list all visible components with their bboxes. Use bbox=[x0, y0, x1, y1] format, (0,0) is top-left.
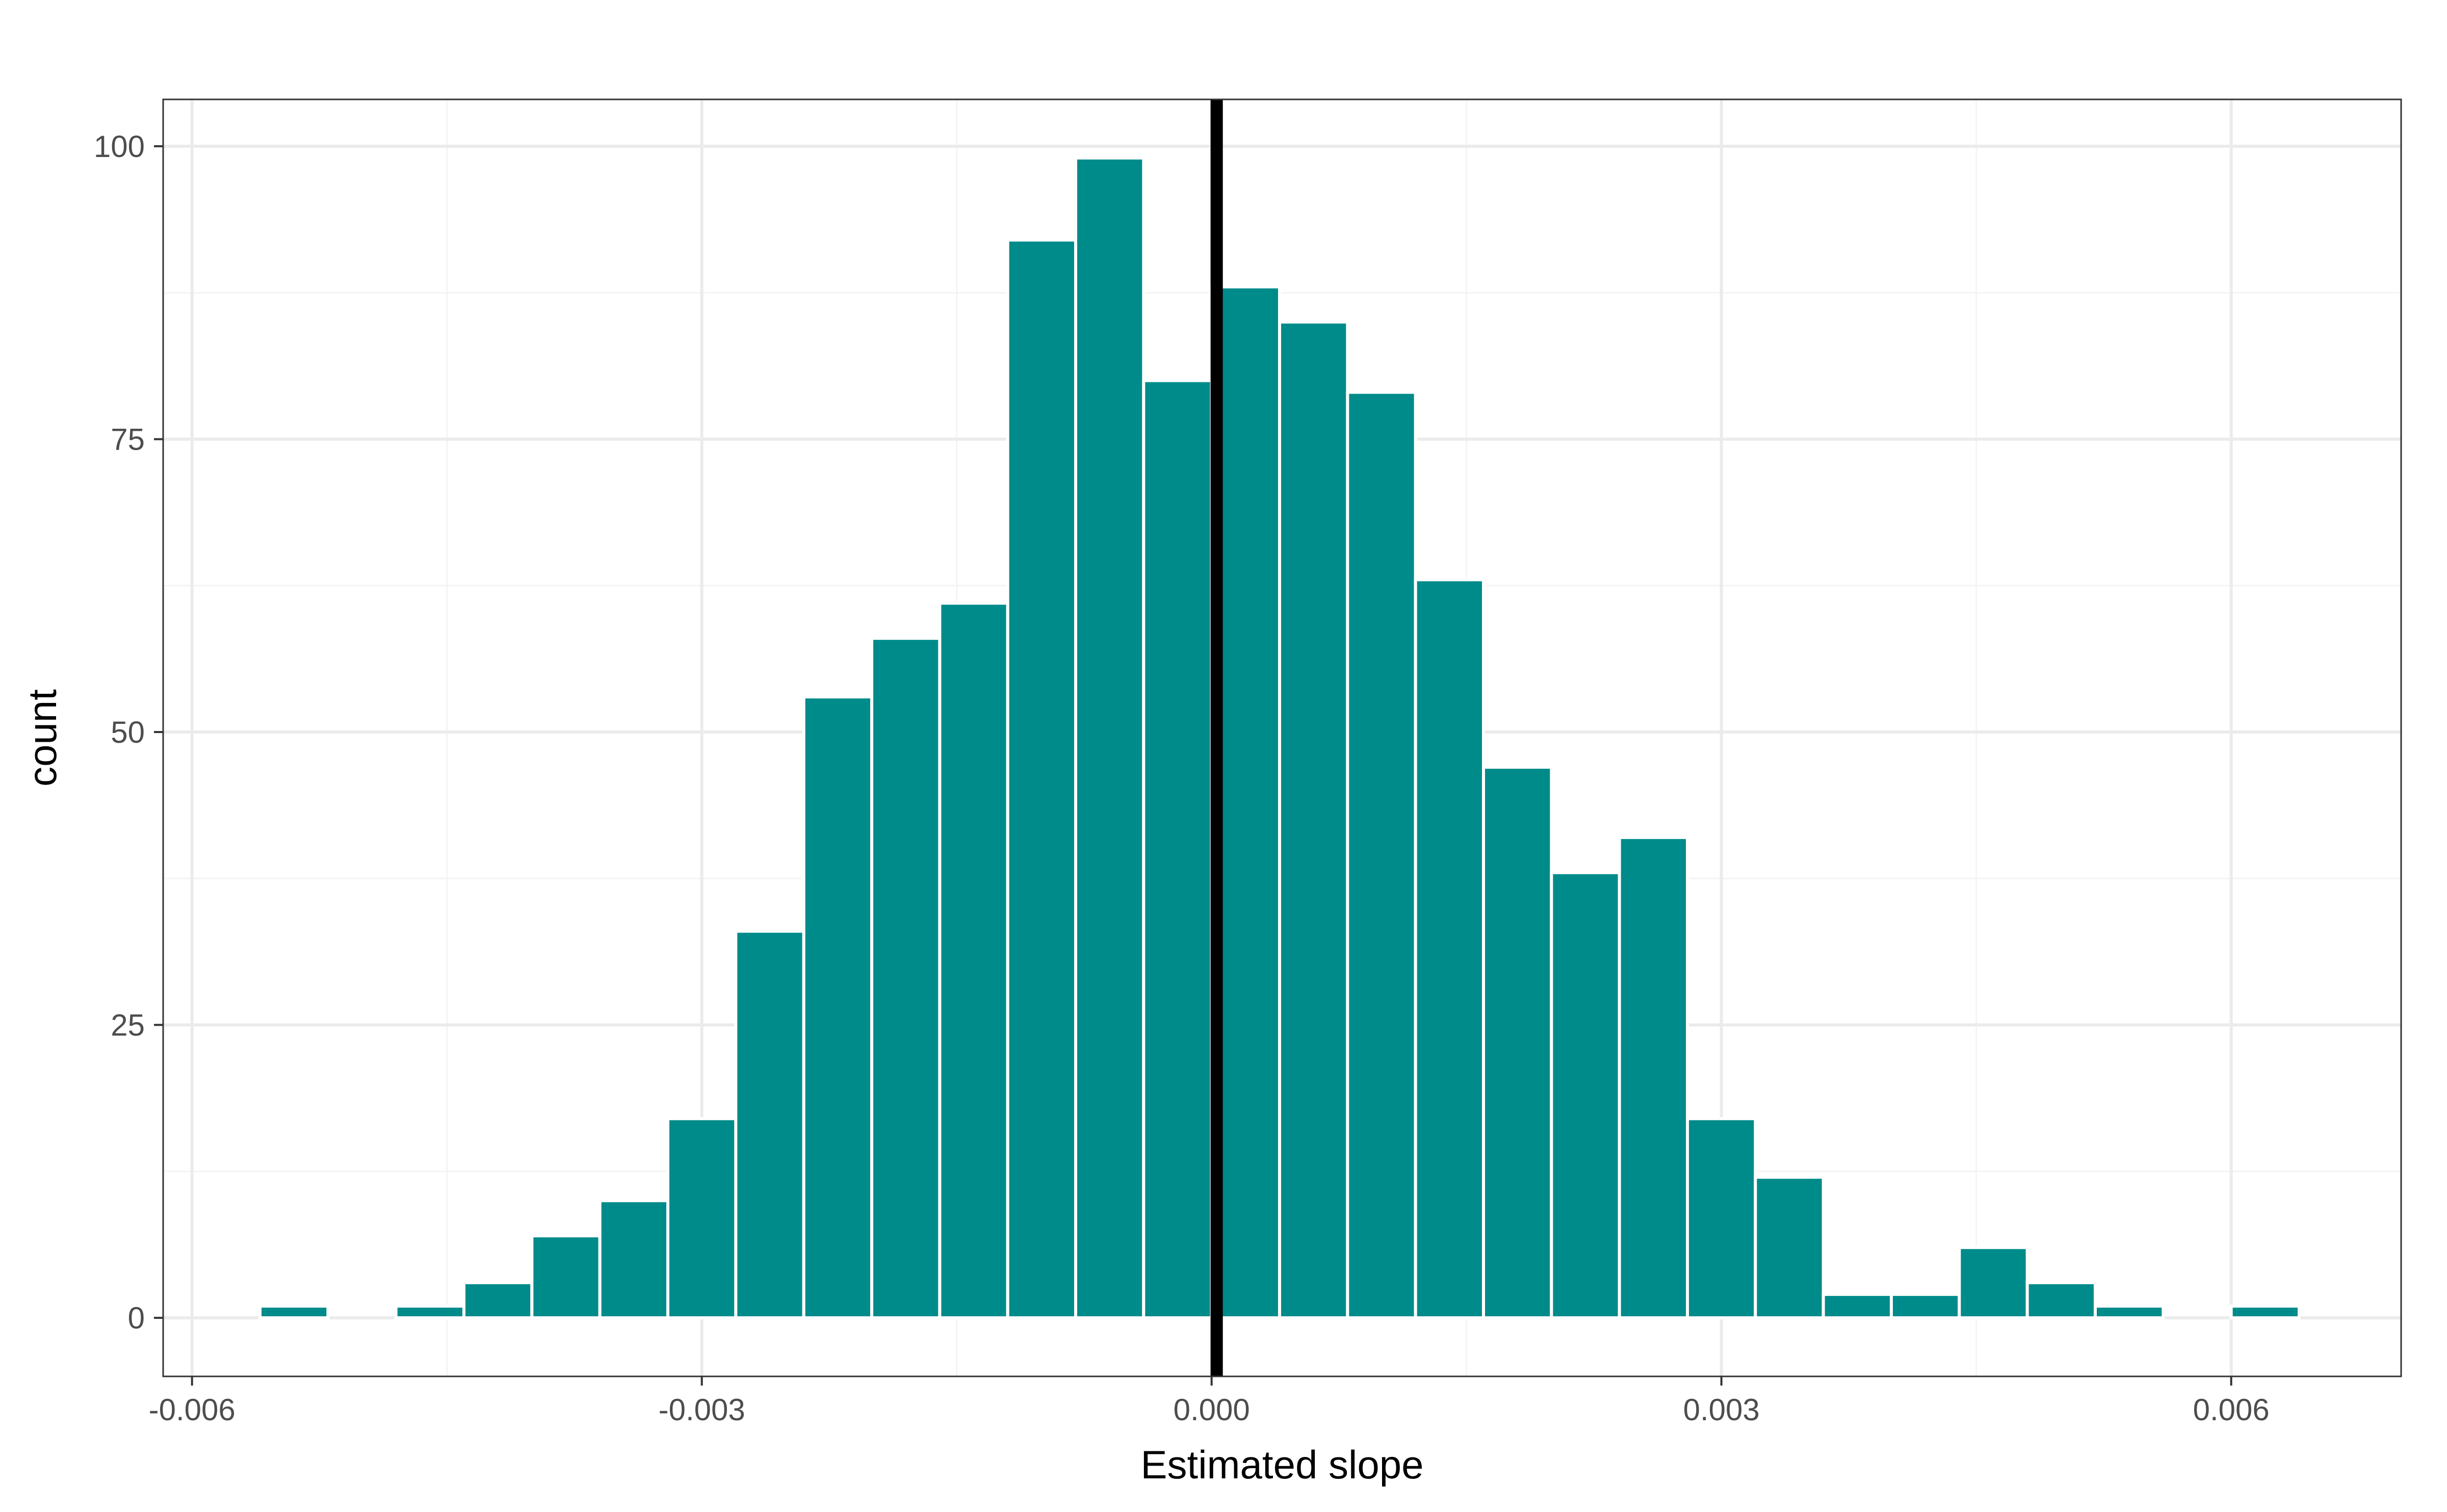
histogram-bar bbox=[1142, 379, 1213, 1320]
histogram-bar bbox=[1618, 836, 1689, 1320]
histogram-bars bbox=[258, 156, 2301, 1320]
histogram-bar bbox=[1754, 1176, 1825, 1320]
histogram-bar bbox=[2229, 1305, 2301, 1320]
histogram-bar bbox=[1414, 578, 1486, 1320]
histogram-bar bbox=[2094, 1305, 2165, 1320]
histogram-bar bbox=[1006, 238, 1077, 1320]
x-tick-label: -0.006 bbox=[149, 1393, 236, 1427]
histogram-bar bbox=[1958, 1246, 2029, 1320]
histogram-bar bbox=[1346, 390, 1417, 1320]
y-tick-label: 100 bbox=[94, 129, 145, 164]
x-tick-label: 0.000 bbox=[1174, 1393, 1250, 1427]
histogram-bar bbox=[938, 602, 1009, 1320]
histogram-bar bbox=[1482, 765, 1553, 1320]
histogram-bar bbox=[1074, 156, 1146, 1320]
y-axis: 0 25 50 75 100 bbox=[94, 129, 163, 1335]
histogram-bar bbox=[1210, 285, 1282, 1320]
histogram-bar bbox=[258, 1305, 330, 1320]
x-axis-title: Estimated slope bbox=[1141, 1442, 1424, 1487]
histogram-bar bbox=[802, 695, 873, 1320]
histogram-bar bbox=[1890, 1293, 1961, 1320]
y-axis-title: count bbox=[20, 689, 65, 787]
histogram-bar bbox=[462, 1281, 534, 1320]
histogram-bar bbox=[1686, 1117, 1757, 1320]
x-tick-label: 0.006 bbox=[2193, 1393, 2270, 1427]
histogram-bar bbox=[1550, 871, 1621, 1320]
histogram-bar bbox=[870, 637, 942, 1320]
y-tick-label: 50 bbox=[111, 715, 145, 749]
x-tick-label: -0.003 bbox=[659, 1393, 745, 1427]
x-tick-label: 0.003 bbox=[1683, 1393, 1760, 1427]
histogram-bar bbox=[2025, 1281, 2097, 1320]
histogram-bar bbox=[1821, 1293, 1893, 1320]
histogram-bar bbox=[530, 1234, 602, 1320]
histogram-bar bbox=[1278, 320, 1349, 1320]
y-tick-label: 25 bbox=[111, 1008, 145, 1042]
histogram-bar bbox=[666, 1117, 738, 1320]
y-tick-label: 0 bbox=[128, 1301, 145, 1335]
histogram-bar bbox=[598, 1199, 669, 1320]
histogram-bar bbox=[734, 929, 805, 1320]
histogram-bar bbox=[394, 1305, 466, 1320]
y-tick-label: 75 bbox=[111, 422, 145, 456]
x-axis: -0.006 -0.003 0.000 0.003 0.006 bbox=[149, 1376, 2270, 1427]
panel-border bbox=[162, 98, 2402, 1377]
